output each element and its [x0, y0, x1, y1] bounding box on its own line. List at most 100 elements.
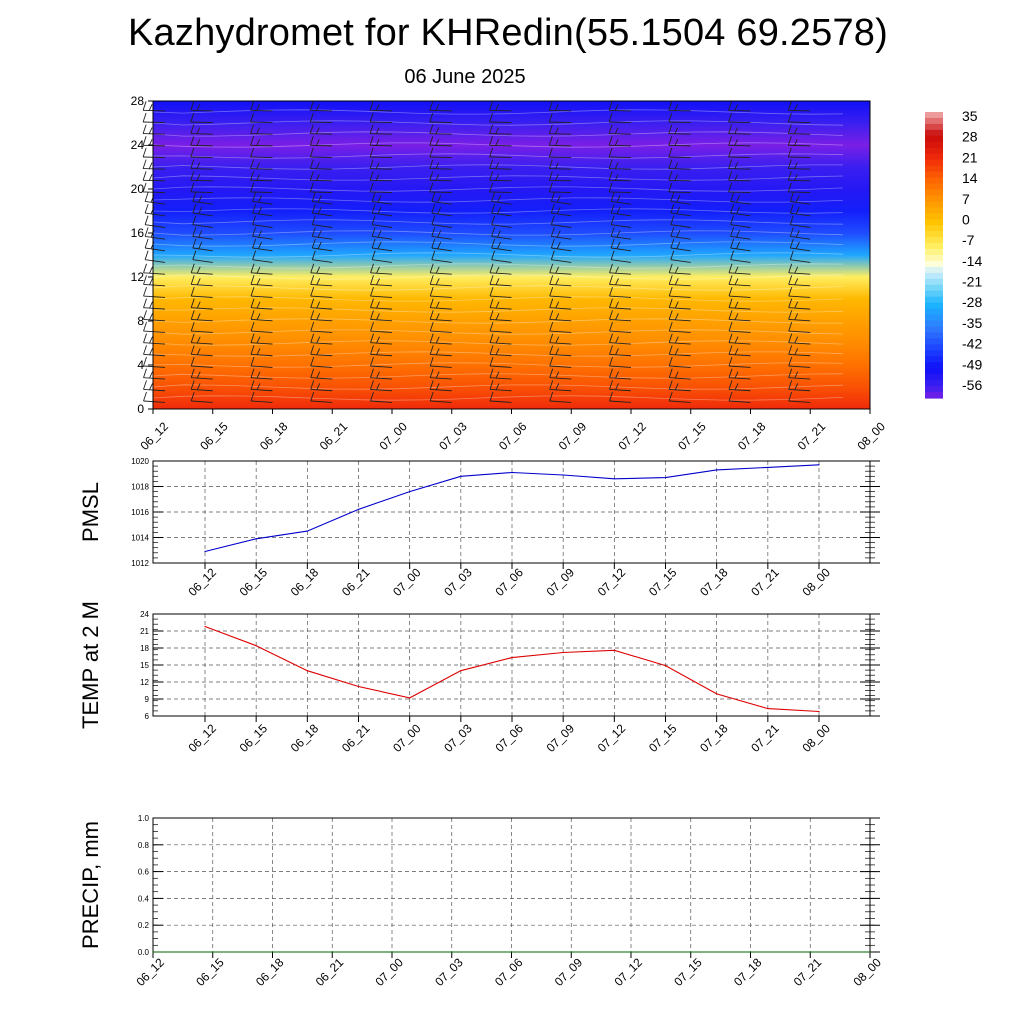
wind-barb-staff	[790, 212, 811, 217]
wind-barb-feather	[728, 159, 733, 169]
wind-barb-staff	[790, 224, 811, 228]
colorbar: 35 28 21 14 7 0 -7 -14 -21 -28 -35 -42 -49 -56	[925, 108, 982, 399]
wind-barb-feather	[190, 263, 195, 273]
data-point	[255, 645, 257, 647]
wind-barb	[311, 215, 333, 228]
wind-barb-feather	[250, 112, 255, 123]
wind-barb-feather	[788, 333, 793, 343]
wind-barb	[608, 136, 632, 147]
wind-barb	[192, 192, 213, 205]
wind-barb-staff	[788, 400, 811, 403]
x-tick-label: 07_18	[731, 955, 765, 989]
wind-barb	[489, 310, 512, 322]
wind-barb	[489, 112, 512, 124]
page-subtitle: 06 June 2025	[404, 66, 526, 88]
data-point	[511, 471, 513, 474]
wind-barb-feather	[610, 192, 615, 202]
colorbar-swatch	[925, 374, 943, 381]
wind-barb-staff	[370, 342, 393, 345]
wind-barb-staff	[788, 342, 811, 345]
wind-barb-feather	[377, 230, 382, 238]
wind-barb-staff	[429, 179, 452, 182]
wind-barb-feather	[728, 112, 733, 123]
wind-barb-feather	[734, 104, 739, 111]
wind-barb-staff	[549, 388, 572, 392]
wind-barb-feather	[429, 263, 434, 273]
wind-barb-feather	[736, 206, 741, 214]
wind-barb-feather	[549, 298, 554, 308]
wind-barb	[668, 275, 691, 287]
wind-barb	[609, 391, 632, 403]
wind-barb-feather	[670, 238, 675, 249]
wind-barb-feather	[489, 124, 494, 134]
wind-barb-feather	[190, 286, 195, 297]
wind-barb-staff	[312, 235, 333, 240]
wind-barb-feather	[190, 182, 195, 193]
wind-barb-feather	[668, 124, 673, 134]
wind-barb-staff	[728, 272, 751, 275]
colorbar-swatch	[925, 225, 943, 232]
y-tick-label: 0.6	[138, 868, 150, 877]
wind-barb-feather	[794, 371, 799, 379]
wind-barb	[670, 203, 691, 217]
contour-line	[152, 241, 844, 247]
wind-barb-feather	[190, 298, 195, 308]
wind-barb	[491, 215, 512, 228]
wind-barb-staff	[250, 342, 273, 345]
wind-barb-feather	[491, 227, 496, 237]
wind-barb-feather	[491, 250, 496, 260]
wind-barb	[609, 368, 632, 380]
wind-barb-staff	[788, 191, 811, 193]
x-tick-label: 08_00	[799, 565, 833, 599]
wind-barb	[250, 159, 273, 170]
wind-barb-feather	[196, 336, 201, 344]
wind-barb-feather	[789, 192, 794, 202]
wind-barb-staff	[669, 342, 691, 345]
wind-barb-feather	[315, 174, 320, 181]
wind-barb-feather	[793, 174, 798, 181]
colorbar-swatch	[925, 314, 943, 322]
wind-barb-staff	[372, 259, 393, 263]
wind-barb-staff	[370, 400, 393, 403]
wind-barb-feather	[192, 250, 197, 260]
y-tick-label: 1018	[131, 483, 149, 492]
wind-barb	[190, 171, 213, 182]
colorbar-swatch	[925, 159, 943, 167]
wind-barb-staff	[491, 259, 512, 263]
colorbar-swatch	[925, 386, 943, 393]
wind-barb-feather	[616, 241, 621, 249]
wind-barb-feather	[787, 101, 792, 111]
y-tick-label: 8	[137, 314, 144, 328]
wind-barb-feather	[143, 391, 147, 402]
wind-barb-staff	[145, 235, 166, 240]
wind-barb	[371, 215, 393, 228]
wind-barb-feather	[309, 101, 314, 111]
wind-barb-staff	[489, 121, 512, 124]
wind-barb	[310, 368, 333, 380]
wind-barb-feather	[371, 215, 376, 225]
wind-barb-feather	[316, 278, 321, 286]
wind-barb-feather	[495, 174, 500, 181]
y-tick-label: 12	[140, 678, 149, 687]
wind-barb-feather	[250, 263, 255, 273]
wind-barb-feather	[250, 310, 255, 320]
wind-barb-staff	[252, 235, 273, 240]
wind-barb	[429, 368, 452, 380]
wind-barb-feather	[794, 383, 799, 391]
wind-barb-feather	[431, 215, 436, 225]
wind-barb-staff	[191, 283, 213, 287]
data-point	[357, 508, 360, 510]
wind-barb	[609, 321, 632, 333]
wind-barb-feather	[670, 192, 675, 202]
wind-barb-staff	[250, 191, 273, 193]
wind-barb	[190, 112, 213, 124]
wind-barb-staff	[549, 307, 572, 310]
wind-barb-feather	[190, 275, 195, 285]
wind-barb	[549, 321, 572, 333]
wind-barb-staff	[728, 400, 751, 403]
wind-barb	[309, 147, 333, 158]
wind-barb-feather	[609, 391, 613, 402]
wind-barb	[190, 310, 213, 322]
wind-barb-feather	[554, 162, 559, 170]
wind-barb-staff	[250, 318, 273, 322]
